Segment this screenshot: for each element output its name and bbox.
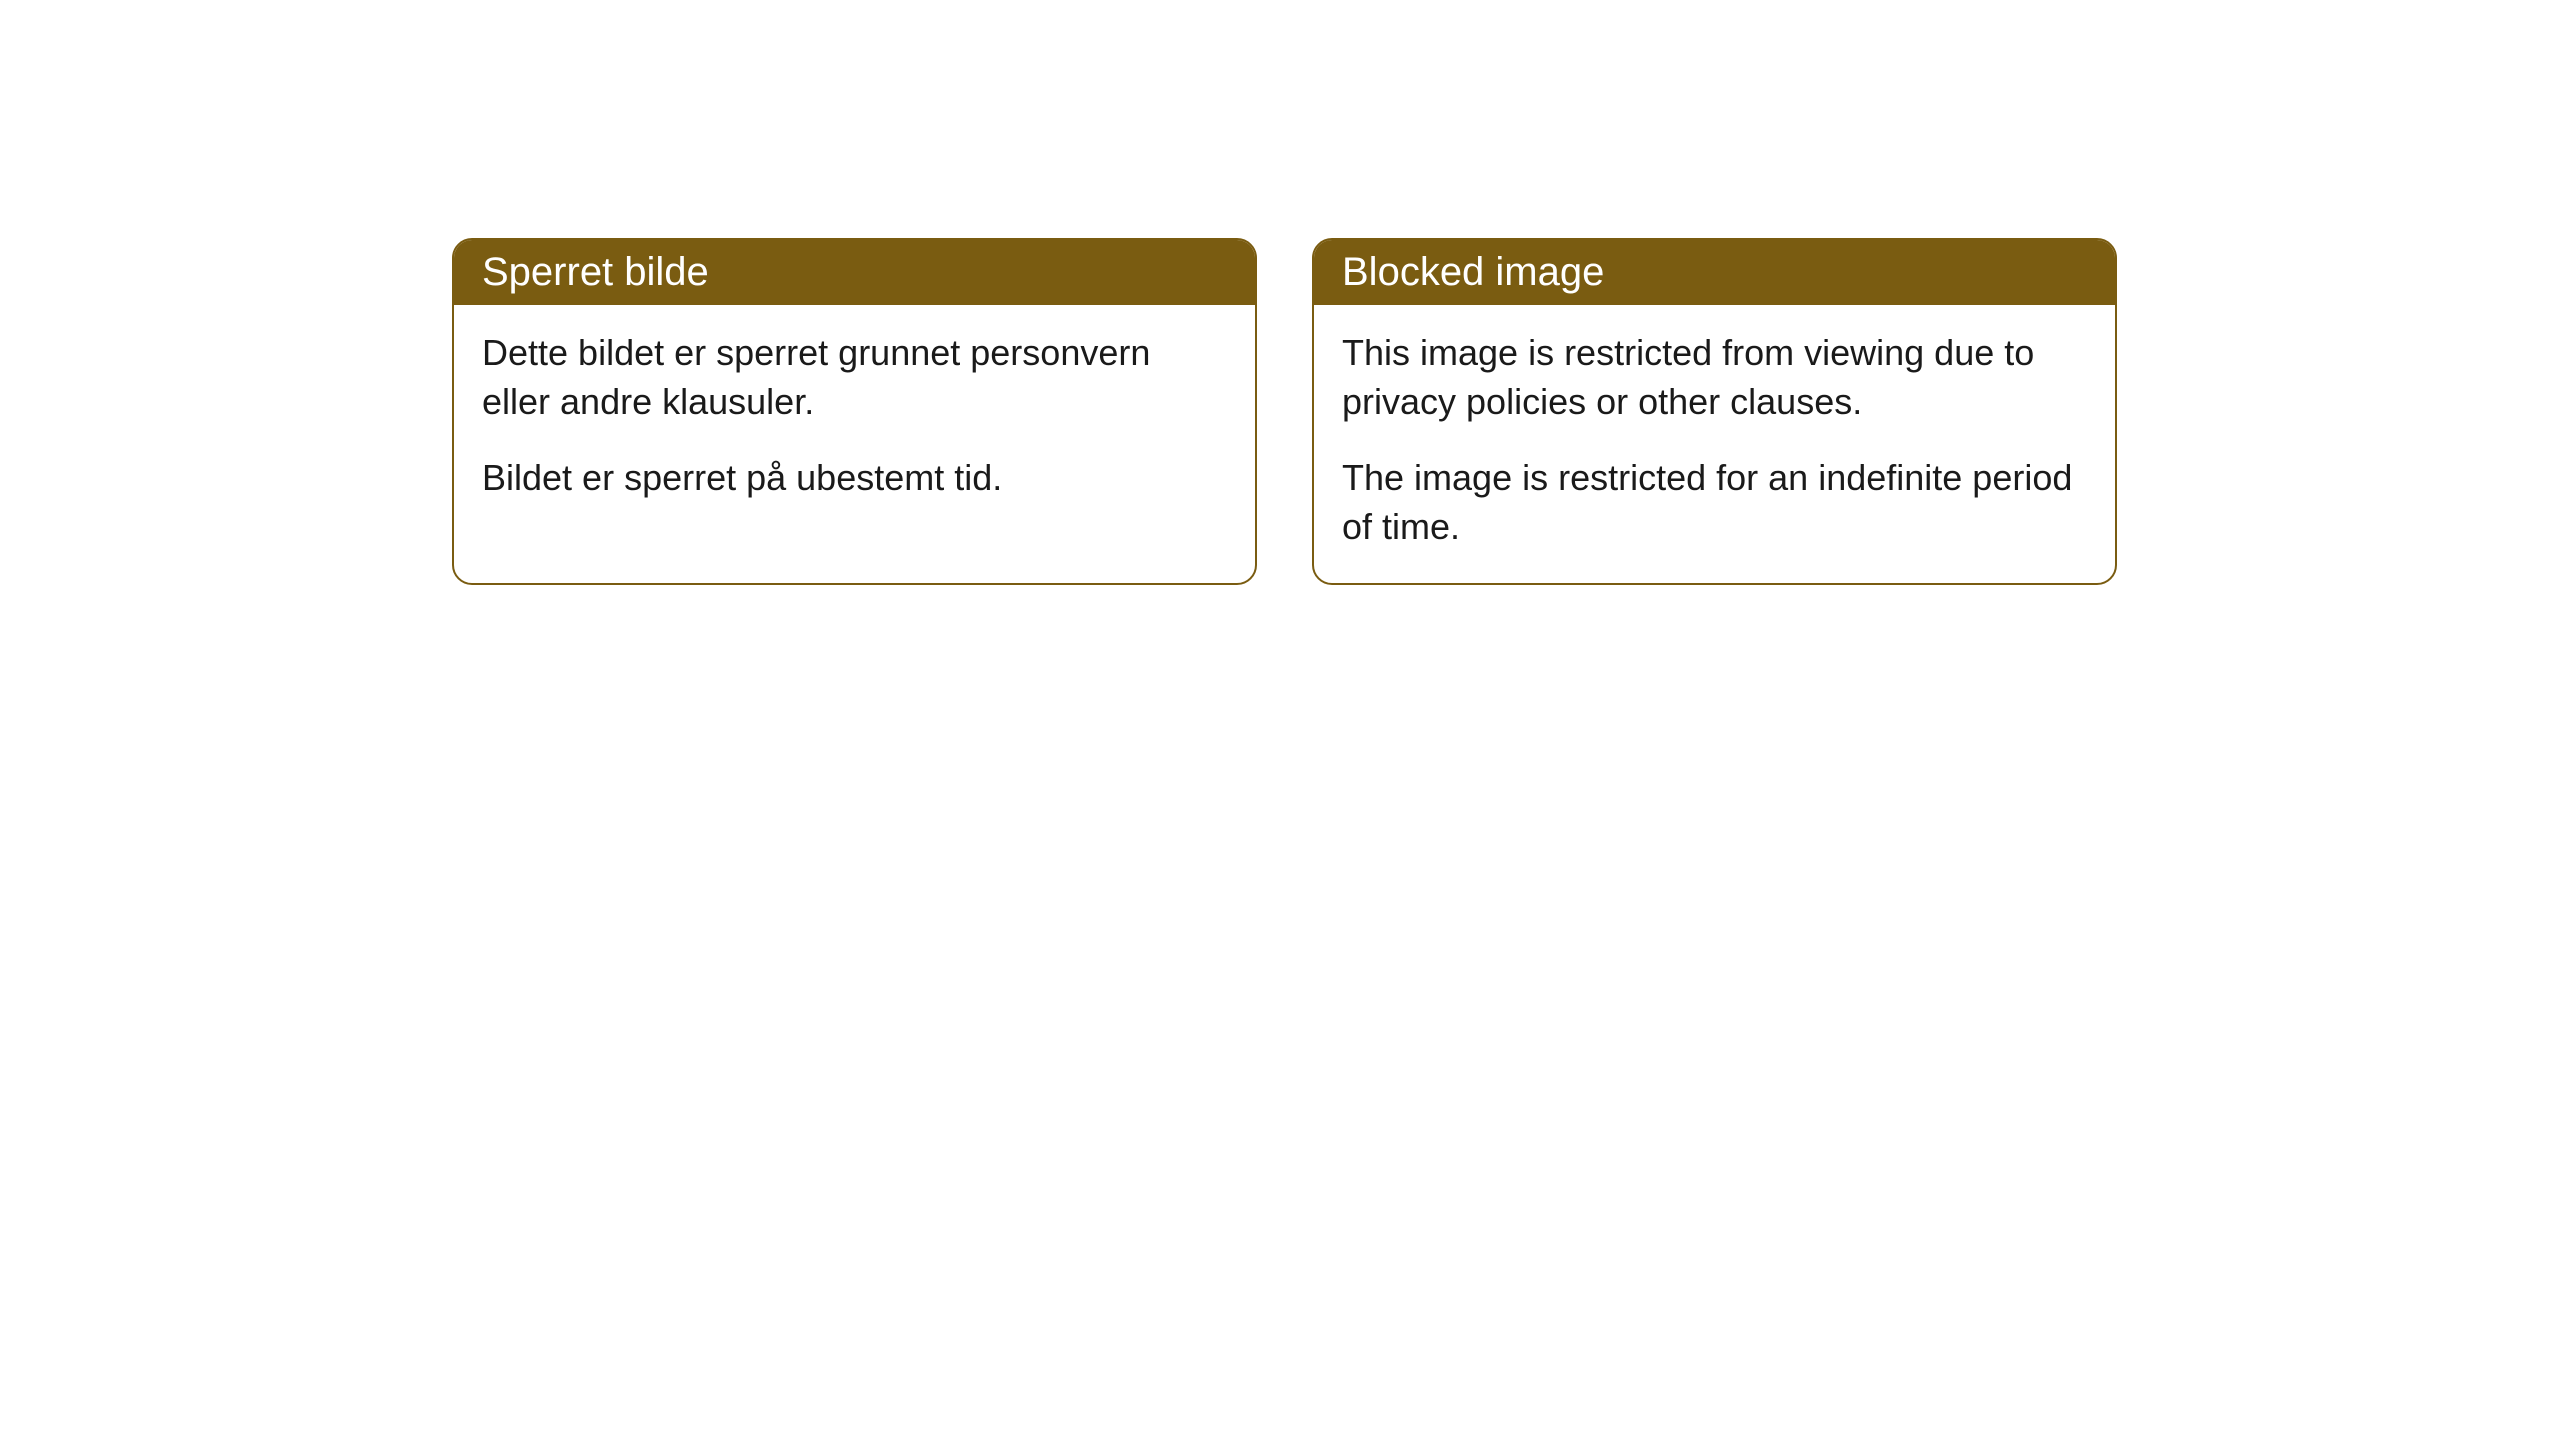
card-body: Dette bildet er sperret grunnet personve…: [454, 305, 1255, 535]
card-paragraph: Bildet er sperret på ubestemt tid.: [482, 454, 1227, 503]
card-paragraph: Dette bildet er sperret grunnet personve…: [482, 329, 1227, 426]
card-header: Blocked image: [1314, 240, 2115, 305]
cards-container: Sperret bilde Dette bildet er sperret gr…: [0, 0, 2560, 585]
blocked-image-card-norwegian: Sperret bilde Dette bildet er sperret gr…: [452, 238, 1257, 585]
card-header: Sperret bilde: [454, 240, 1255, 305]
card-title: Blocked image: [1342, 250, 1604, 294]
card-body: This image is restricted from viewing du…: [1314, 305, 2115, 583]
card-paragraph: This image is restricted from viewing du…: [1342, 329, 2087, 426]
blocked-image-card-english: Blocked image This image is restricted f…: [1312, 238, 2117, 585]
card-paragraph: The image is restricted for an indefinit…: [1342, 454, 2087, 551]
card-title: Sperret bilde: [482, 250, 709, 294]
